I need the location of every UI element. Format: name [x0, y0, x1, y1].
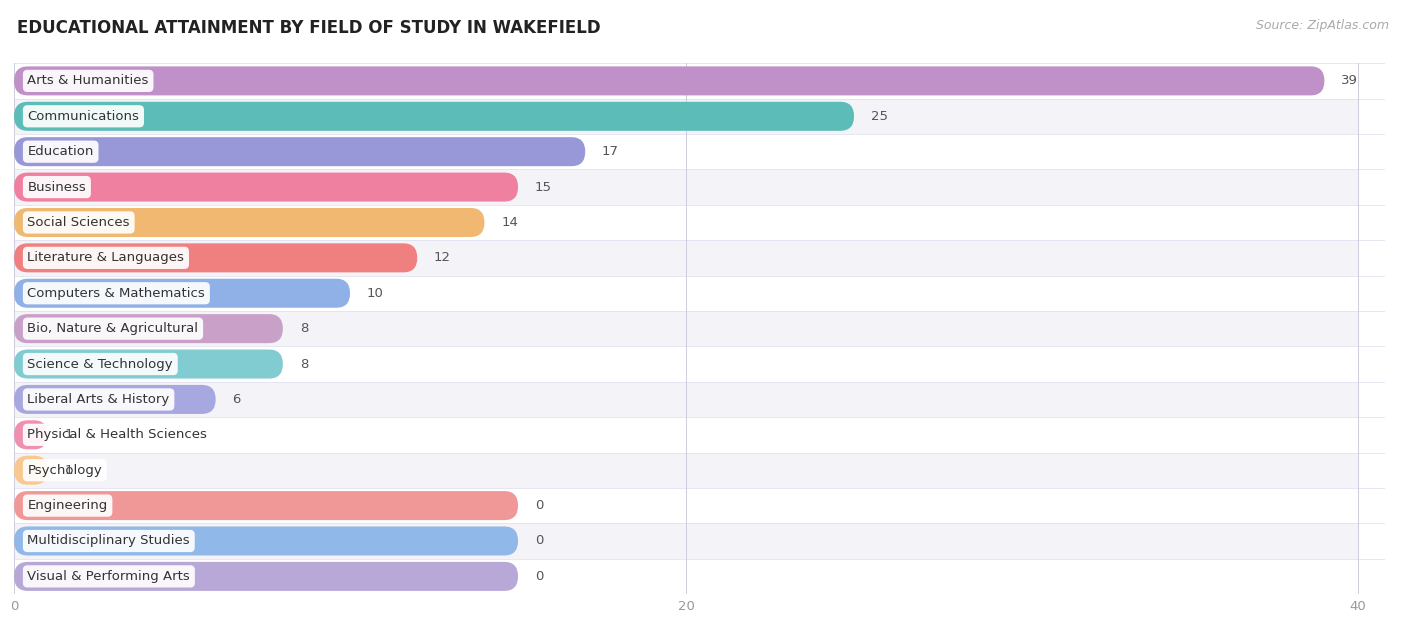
Text: Literature & Languages: Literature & Languages — [28, 252, 184, 264]
Text: 15: 15 — [534, 181, 551, 193]
Bar — [14, 346, 1358, 382]
FancyBboxPatch shape — [14, 420, 48, 449]
FancyBboxPatch shape — [14, 385, 215, 414]
Text: Social Sciences: Social Sciences — [28, 216, 129, 229]
Text: Science & Technology: Science & Technology — [28, 358, 173, 370]
Bar — [14, 523, 1358, 559]
Text: Bio, Nature & Agricultural: Bio, Nature & Agricultural — [28, 322, 198, 335]
Text: 6: 6 — [232, 393, 240, 406]
Bar — [14, 382, 1358, 417]
Text: 10: 10 — [367, 287, 384, 300]
Bar — [14, 240, 1358, 276]
Text: Psychology: Psychology — [28, 464, 103, 477]
Bar — [14, 205, 1358, 240]
Bar — [14, 169, 1358, 205]
Text: Engineering: Engineering — [28, 499, 108, 512]
Bar — [14, 453, 1358, 488]
FancyBboxPatch shape — [14, 66, 1324, 95]
FancyBboxPatch shape — [14, 491, 517, 520]
Text: 39: 39 — [1341, 75, 1358, 87]
FancyBboxPatch shape — [14, 314, 283, 343]
Text: 1: 1 — [65, 464, 73, 477]
Text: 8: 8 — [299, 358, 308, 370]
Bar — [14, 63, 1358, 99]
FancyBboxPatch shape — [14, 526, 517, 556]
Text: Source: ZipAtlas.com: Source: ZipAtlas.com — [1256, 19, 1389, 32]
FancyBboxPatch shape — [14, 102, 853, 131]
FancyBboxPatch shape — [14, 208, 485, 237]
FancyBboxPatch shape — [14, 562, 517, 591]
Text: 8: 8 — [299, 322, 308, 335]
Text: 0: 0 — [534, 535, 543, 547]
Bar — [14, 99, 1358, 134]
FancyBboxPatch shape — [14, 243, 418, 272]
FancyBboxPatch shape — [14, 349, 283, 379]
Text: Business: Business — [28, 181, 86, 193]
FancyBboxPatch shape — [14, 173, 517, 202]
Text: Arts & Humanities: Arts & Humanities — [28, 75, 149, 87]
Text: 25: 25 — [870, 110, 887, 123]
Text: EDUCATIONAL ATTAINMENT BY FIELD OF STUDY IN WAKEFIELD: EDUCATIONAL ATTAINMENT BY FIELD OF STUDY… — [17, 19, 600, 37]
Text: 17: 17 — [602, 145, 619, 158]
Text: 12: 12 — [434, 252, 451, 264]
Text: Visual & Performing Arts: Visual & Performing Arts — [28, 570, 190, 583]
Text: Education: Education — [28, 145, 94, 158]
Text: 14: 14 — [502, 216, 519, 229]
FancyBboxPatch shape — [14, 279, 350, 308]
Bar — [14, 134, 1358, 169]
Text: Communications: Communications — [28, 110, 139, 123]
Text: 0: 0 — [534, 499, 543, 512]
Text: 1: 1 — [65, 428, 73, 441]
FancyBboxPatch shape — [14, 456, 48, 485]
FancyBboxPatch shape — [14, 137, 585, 166]
Bar — [14, 311, 1358, 346]
Bar — [14, 276, 1358, 311]
Bar — [14, 488, 1358, 523]
Text: Liberal Arts & History: Liberal Arts & History — [28, 393, 170, 406]
Text: Physical & Health Sciences: Physical & Health Sciences — [28, 428, 207, 441]
Bar — [14, 559, 1358, 594]
Text: 0: 0 — [534, 570, 543, 583]
Text: Multidisciplinary Studies: Multidisciplinary Studies — [28, 535, 190, 547]
Bar — [14, 417, 1358, 453]
Text: Computers & Mathematics: Computers & Mathematics — [28, 287, 205, 300]
